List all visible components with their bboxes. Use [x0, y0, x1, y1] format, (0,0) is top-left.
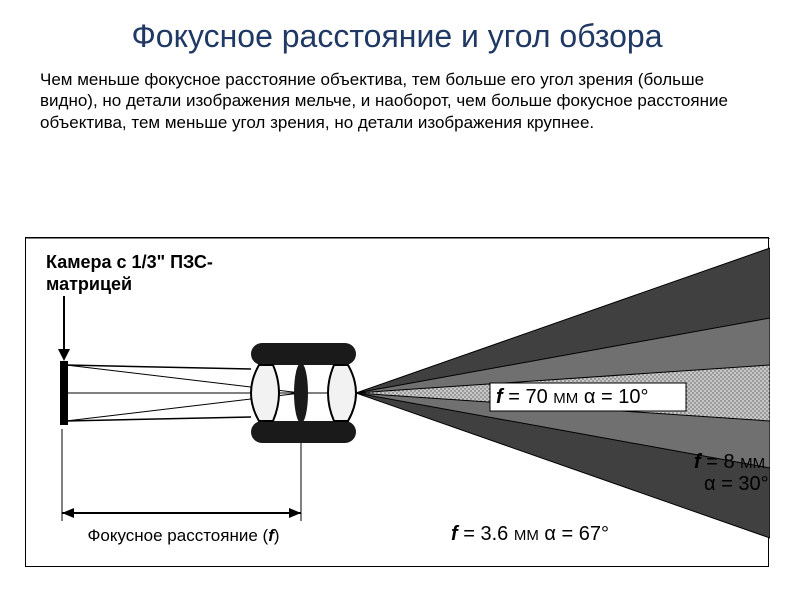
lens-element-mid	[294, 363, 308, 423]
lens-barrel-bottom	[251, 421, 356, 443]
beam-label-8: f = 8 MM	[694, 451, 765, 473]
lens-element-front	[251, 365, 279, 421]
page-title: Фокусное расстояние и угол обзора	[0, 0, 794, 63]
focal-length-label: Фокусное расстояние (f)	[87, 526, 279, 545]
description-paragraph: Чем меньше фокусное расстояние объектива…	[0, 63, 794, 143]
camera-label-line2: матрицей	[46, 274, 132, 294]
camera-label: Камера с 1/3" ПЗС-	[46, 252, 213, 272]
focal-length-diagram: Камера с 1/3" ПЗС-матрицей Фокусное расст…	[25, 237, 769, 567]
arrow-down-icon	[58, 349, 70, 361]
beam-label-3.6: f = 3.6 MM α = 67°	[451, 523, 609, 545]
beam-label-alpha-8: α = 30°	[704, 473, 769, 495]
lens-element-rear	[328, 365, 356, 421]
beam-label-70: f = 70 MM α = 10°	[496, 386, 648, 408]
lens-barrel-top	[251, 343, 356, 365]
